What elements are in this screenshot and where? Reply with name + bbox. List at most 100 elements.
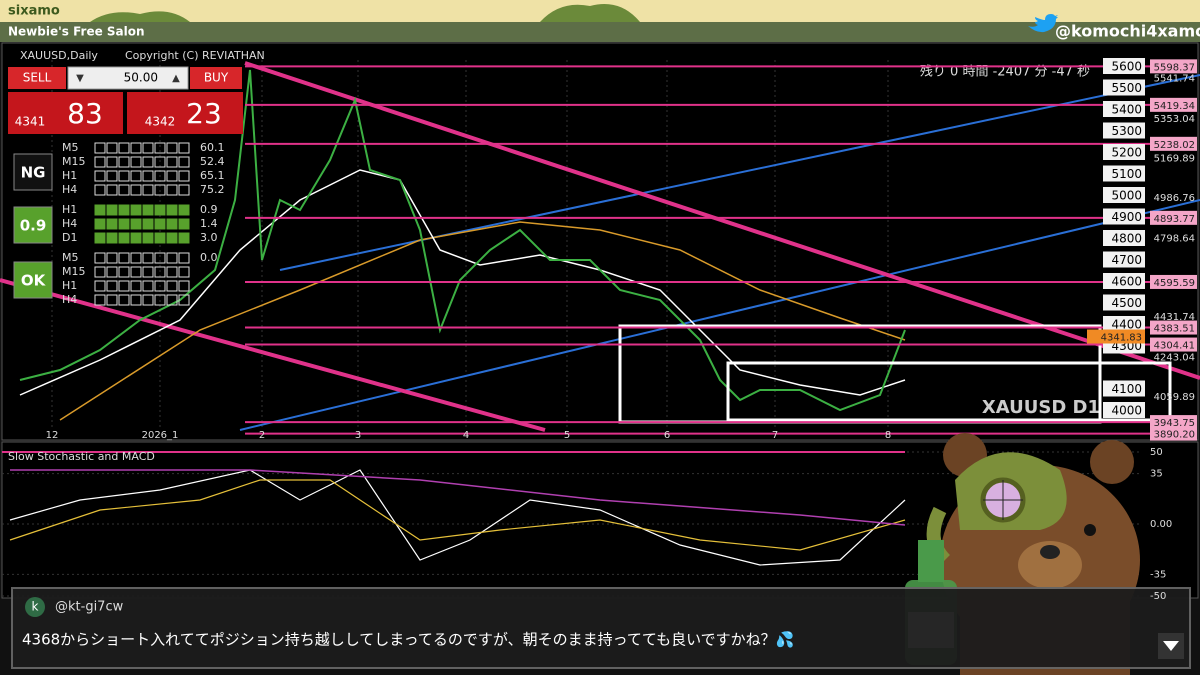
- timeframe-cell: [118, 184, 130, 196]
- level-tag-box: [1150, 210, 1197, 225]
- timeframe-cell: [142, 204, 154, 216]
- timeframe-cell: [154, 204, 166, 216]
- price-tag: 5100: [1111, 167, 1142, 181]
- timeframe-label: D1: [62, 231, 77, 244]
- avatar-letter: k: [32, 600, 39, 614]
- timeframe-cell: [130, 156, 142, 168]
- price-tag-box: [1103, 294, 1145, 311]
- timeframe-cell: [142, 184, 154, 196]
- twitter-icon: [1028, 14, 1058, 33]
- timeframe-value: 0.0: [200, 251, 218, 264]
- timeframe-cell: [130, 204, 142, 216]
- indicator-axis-label: 0.00: [1150, 519, 1172, 530]
- header-decoration: [90, 4, 640, 22]
- timeframe-cell: [130, 280, 142, 292]
- price-tag: 5500: [1111, 81, 1142, 95]
- salon-name: Newbie's Free Salon: [8, 25, 145, 39]
- timeframe-label: H1: [62, 203, 77, 216]
- level-tag: 5419.34: [1154, 101, 1195, 112]
- indicator-axis-label: -50: [1150, 591, 1166, 602]
- sell-label: SELL: [23, 71, 52, 85]
- level-tag: 4893.77: [1154, 214, 1195, 225]
- price-tag: 5600: [1111, 60, 1142, 74]
- timeframe-cell: [130, 232, 142, 244]
- buy-button[interactable]: [190, 67, 242, 89]
- timeframe-cell: [130, 266, 142, 278]
- copyright: Copyright (C) REVIATHAN: [125, 49, 265, 62]
- date-label: 5: [564, 430, 570, 441]
- price-tag: 4100: [1111, 382, 1142, 396]
- timeframe-cell: [154, 218, 166, 230]
- lot-input[interactable]: [67, 66, 189, 90]
- timeframe-cell: [166, 280, 178, 292]
- current-price: 4341.83: [1101, 333, 1142, 344]
- timeframe-cell: [178, 294, 190, 306]
- timeframe-cell: [106, 294, 118, 306]
- level-tag: 3943.75: [1154, 418, 1195, 429]
- timeframe-cell: [142, 218, 154, 230]
- timeframe-cell: [154, 252, 166, 264]
- timeframe-cell: [130, 294, 142, 306]
- price-label: 4798.64: [1154, 233, 1195, 244]
- sell-button[interactable]: [8, 67, 66, 89]
- timeframe-cell: [94, 294, 106, 306]
- timeframe-cell: [142, 232, 154, 244]
- spinner-down: ▼: [76, 73, 84, 84]
- timeframe-cell: [166, 266, 178, 278]
- moving-average: [19, 169, 906, 396]
- trend-line: [0, 278, 546, 432]
- price-tag: 4400: [1111, 318, 1142, 332]
- signal: NG: [21, 164, 46, 182]
- price-tag: 4600: [1111, 275, 1142, 289]
- timeframe-cell: [166, 142, 178, 154]
- timeframe-cell: [118, 232, 130, 244]
- comment-user: @kt-gi7cw: [55, 600, 124, 615]
- timeframe-cell: [106, 232, 118, 244]
- level-tag-box: [1150, 320, 1197, 335]
- price-tag-box: [1103, 251, 1145, 268]
- indicator-axis-label: 50: [1150, 447, 1163, 458]
- timeframe-cell: [142, 280, 154, 292]
- timeframe-cell: [130, 184, 142, 196]
- signal: 0.9: [20, 217, 47, 235]
- level-tag: 4304.41: [1154, 341, 1195, 352]
- lot-value: 50.00: [124, 71, 158, 85]
- date-label: 3: [355, 430, 361, 441]
- price-tag: 4500: [1111, 296, 1142, 310]
- timeframe-cell: [106, 170, 118, 182]
- sell-price-box[interactable]: [8, 92, 123, 134]
- level-tag: 4595.59: [1154, 278, 1195, 289]
- timeframe-cell: [154, 170, 166, 182]
- date-label: 6: [664, 430, 670, 441]
- price-tag-box: [1103, 79, 1145, 96]
- timeframe-cell: [118, 252, 130, 264]
- price-tag-box: [1103, 230, 1145, 246]
- timeframe-cell: [130, 218, 142, 230]
- timeframe-cell: [106, 184, 118, 196]
- price-tag-box: [1103, 208, 1145, 225]
- timeframe-cell: [118, 170, 130, 182]
- timeframe-label: H4: [62, 183, 77, 196]
- symbol-label: XAUUSD,Daily: [20, 49, 98, 62]
- range-box: [726, 361, 1172, 422]
- date-label: 8: [885, 430, 891, 441]
- price-tag-box: [1103, 122, 1145, 139]
- spinner-up: ▲: [172, 73, 180, 84]
- timeframe-cell: [106, 142, 118, 154]
- buy-price-box[interactable]: [127, 92, 243, 134]
- signal-box: [13, 206, 53, 244]
- price-tag-box: [1103, 380, 1145, 397]
- timeframe-cell: [94, 184, 106, 196]
- timeframe-cell: [118, 294, 130, 306]
- timeframe-cell: [94, 156, 106, 168]
- level-tag-box: [1150, 415, 1197, 430]
- buy-price-tail: 23: [186, 97, 222, 130]
- price-tag: 4800: [1111, 232, 1142, 246]
- watermark: XAUUSD D1: [982, 397, 1100, 418]
- level-tag-box: [1150, 274, 1197, 289]
- price-tag: 4900: [1111, 210, 1142, 224]
- timeframe-cell: [94, 218, 106, 230]
- price-label: 5353.04: [1154, 114, 1195, 125]
- expand-icon: [1163, 641, 1179, 651]
